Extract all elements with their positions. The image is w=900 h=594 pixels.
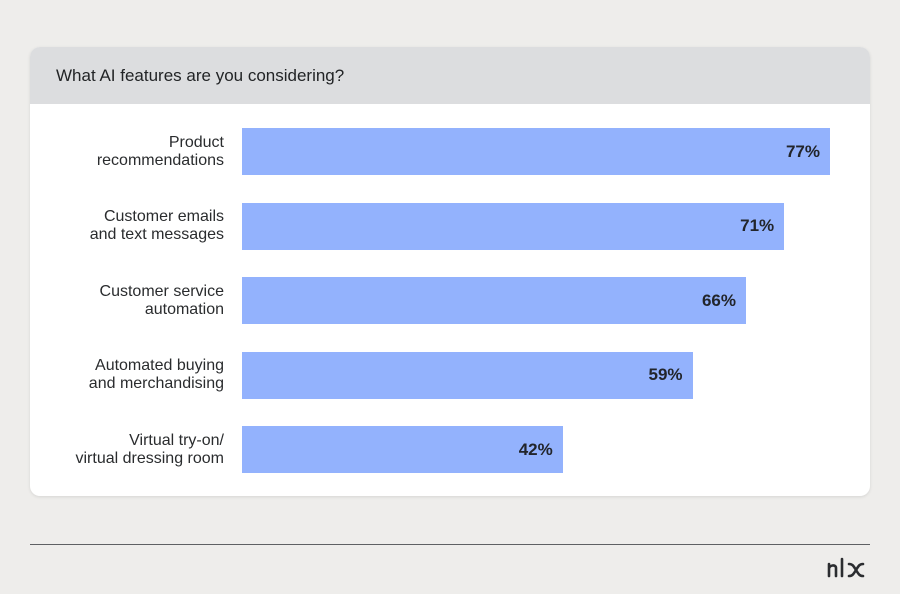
bar: 42% [242, 426, 563, 473]
chart-title: What AI features are you considering? [30, 47, 870, 104]
bar-row: Product recommendations 77% [30, 128, 870, 175]
bar-value-label: 77% [785, 141, 820, 161]
bar: 59% [242, 351, 693, 399]
footer-divider [30, 544, 870, 545]
bar: 77% [242, 128, 830, 175]
bar-row: Automated buying and merchandising 59% [30, 351, 870, 399]
bar-value-label: 59% [648, 365, 683, 384]
category-label: Product recommendations [96, 133, 224, 169]
category-label: Virtual try-on/ virtual dressing room [75, 431, 225, 467]
category-label: Automated buying and merchandising [88, 357, 224, 392]
bar-row: Virtual try-on/ virtual dressing room 42% [30, 426, 870, 473]
bar-chart: Product recommendations 77% Customer email… [30, 104, 870, 496]
bar-row: Customer emails and text messages 71% [30, 202, 870, 250]
bar-row: Customer service automation 66% [30, 277, 870, 324]
bar-value-label: 42% [518, 439, 553, 459]
category-label: Customer emails and text messages [89, 208, 224, 243]
bar: 66% [242, 277, 746, 324]
bar-value-label: 66% [701, 290, 736, 310]
category-label: Customer service automation [99, 282, 224, 318]
nlx-logo [827, 557, 865, 578]
bar-value-label: 71% [740, 216, 775, 235]
chart-card: What AI features are you considering? Pr… [30, 47, 870, 496]
bar: 71% [242, 202, 785, 250]
